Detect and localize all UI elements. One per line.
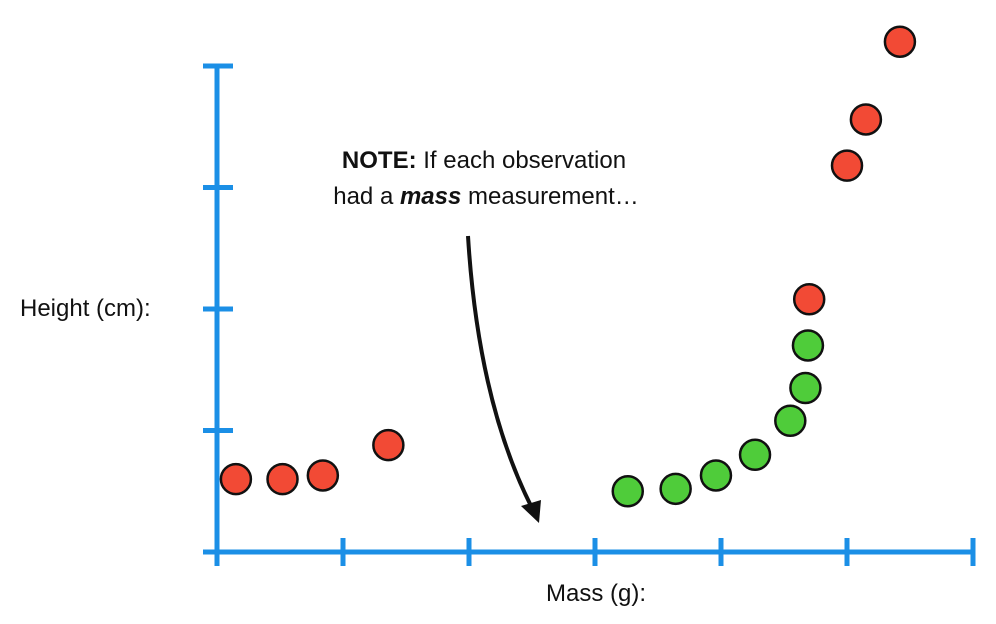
x-axis-label: Mass (g): (546, 580, 646, 607)
red-data-point (883, 25, 917, 58)
green-data-point (774, 404, 807, 438)
green-data-point (738, 438, 772, 472)
annotation-arrow-head (521, 500, 541, 523)
red-data-point (792, 283, 826, 316)
red-data-point (306, 459, 340, 492)
green-data-point (789, 371, 822, 405)
annotation-line-2: had a mass measurement… (333, 183, 639, 210)
red-data-point (372, 428, 405, 462)
annotation-note-label: NOTE: (342, 147, 417, 174)
green-data-point (699, 459, 733, 492)
red-data-point (266, 462, 299, 496)
green-data-point (659, 472, 692, 506)
green-data-point (791, 329, 825, 362)
red-data-point (849, 103, 883, 136)
annotation-line-2-start: had a (333, 183, 400, 210)
annotation-line-1: NOTE: If each observation (342, 147, 626, 174)
red-data-point (219, 462, 253, 496)
annotation-mass-word: mass (400, 183, 461, 210)
red-data-point (830, 149, 864, 182)
annotation: NOTE: If each observation had a mass mea… (333, 147, 639, 523)
annotation-line-1-rest: If each observation (417, 147, 626, 174)
axes (203, 63, 976, 566)
green-data-point (611, 475, 645, 508)
annotation-line-2-end: measurement… (461, 183, 638, 210)
data-points (219, 25, 917, 508)
y-axis-label: Height (cm): (20, 295, 151, 322)
annotation-arrow-shaft (466, 235, 533, 507)
